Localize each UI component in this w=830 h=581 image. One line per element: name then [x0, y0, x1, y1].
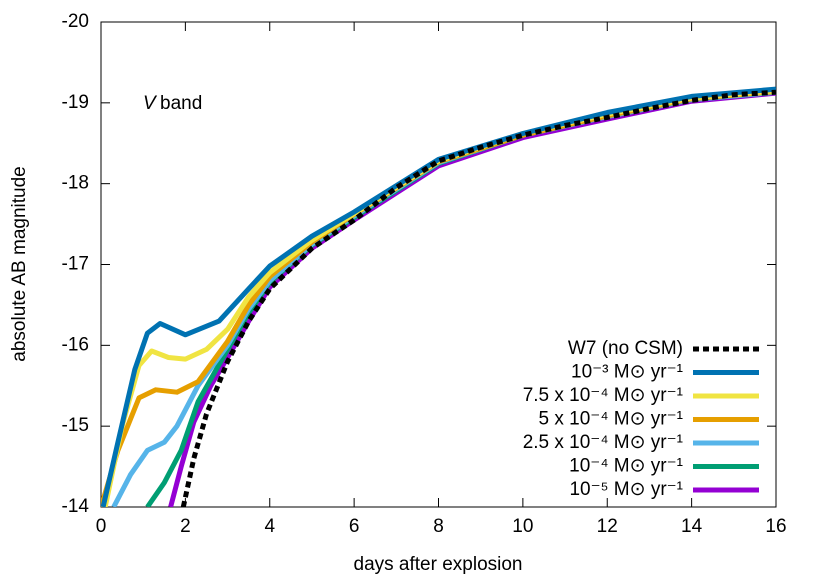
x-tick-label: 0 [96, 516, 107, 537]
annotation-band: band [160, 93, 202, 114]
legend-label: 10⁻⁵ M⊙ yr⁻¹ [569, 479, 683, 500]
y-tick-label: -20 [62, 11, 89, 32]
x-tick-label: 16 [765, 516, 786, 537]
annotation-band: V [143, 93, 158, 114]
y-tick-label: -17 [62, 254, 89, 275]
legend-label: 5 x 10⁻⁴ M⊙ yr⁻¹ [539, 409, 683, 430]
x-axis-label: days after explosion [354, 554, 523, 575]
legend-label: 2.5 x 10⁻⁴ M⊙ yr⁻¹ [523, 432, 683, 453]
series-line [180, 89, 776, 507]
y-tick-label: -15 [62, 415, 89, 436]
y-tick-label: -18 [62, 173, 89, 194]
x-tick-label: 4 [264, 516, 275, 537]
y-tick-label: -14 [62, 496, 90, 517]
y-axis-label: absolute AB magnitude [9, 166, 30, 361]
x-tick-label: 6 [349, 516, 360, 537]
x-tick-label: 14 [681, 516, 703, 537]
legend-label: 10⁻³ M⊙ yr⁻¹ [571, 362, 683, 383]
legend-label: 7.5 x 10⁻⁴ M⊙ yr⁻¹ [523, 385, 683, 406]
x-tick-label: 12 [597, 516, 618, 537]
x-tick-label: 8 [433, 516, 444, 537]
y-tick-label: -19 [62, 92, 89, 113]
x-tick-label: 10 [512, 516, 533, 537]
legend-label: 10⁻⁴ M⊙ yr⁻¹ [569, 456, 683, 477]
y-tick-label: -16 [62, 334, 89, 355]
legend-label: W7 (no CSM) [568, 338, 683, 359]
x-tick-label: 2 [180, 516, 191, 537]
